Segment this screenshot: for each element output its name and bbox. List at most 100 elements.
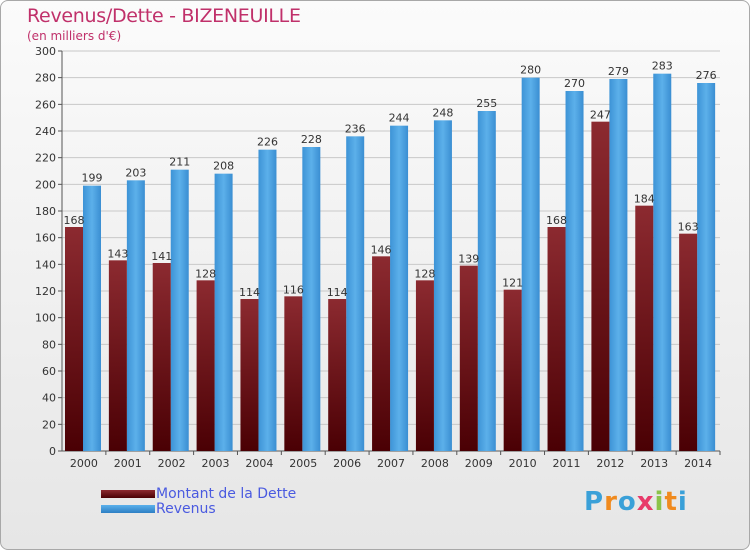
logo-letter: i bbox=[677, 487, 688, 517]
chart-title: Revenus/Dette - BIZENEUILLE bbox=[27, 5, 301, 27]
x-tick-label: 2012 bbox=[596, 457, 624, 470]
data-label-revenue: 226 bbox=[257, 136, 278, 149]
data-label-revenue: 279 bbox=[608, 65, 629, 78]
bar-debt bbox=[196, 280, 215, 451]
data-label-revenue: 244 bbox=[389, 112, 410, 125]
x-tick-label: 2013 bbox=[640, 457, 668, 470]
logo-letter: x bbox=[636, 487, 655, 517]
bar-debt bbox=[503, 289, 522, 451]
data-label-debt: 114 bbox=[327, 286, 348, 299]
data-label-debt: 114 bbox=[239, 286, 260, 299]
logo-letter: i bbox=[654, 487, 665, 517]
bar-revenue bbox=[477, 111, 496, 451]
legend-swatch-debt bbox=[101, 490, 155, 498]
x-tick-label: 2005 bbox=[289, 457, 317, 470]
x-tick-label: 2010 bbox=[509, 457, 537, 470]
bar-debt bbox=[284, 296, 303, 451]
x-tick-label: 2011 bbox=[552, 457, 580, 470]
legend-swatch-revenue bbox=[101, 505, 155, 513]
y-tick-label: 140 bbox=[35, 258, 56, 271]
bar-revenue bbox=[302, 147, 321, 451]
data-label-debt: 141 bbox=[151, 250, 172, 263]
bar-revenue bbox=[565, 91, 584, 451]
data-label-debt: 184 bbox=[634, 193, 655, 206]
data-label-revenue: 276 bbox=[696, 69, 717, 82]
y-tick-label: 180 bbox=[35, 205, 56, 218]
data-label-debt: 143 bbox=[107, 247, 128, 260]
bar-debt bbox=[152, 263, 171, 451]
logo-letter: t bbox=[664, 487, 678, 517]
data-label-revenue: 280 bbox=[520, 64, 541, 77]
data-label-debt: 139 bbox=[458, 253, 479, 266]
data-label-revenue: 203 bbox=[125, 166, 146, 179]
bar-debt bbox=[635, 205, 654, 451]
bar-revenue bbox=[390, 125, 409, 452]
bar-revenue bbox=[258, 149, 277, 451]
bar-revenue bbox=[521, 77, 540, 452]
data-label-debt: 146 bbox=[371, 243, 392, 256]
data-label-debt: 168 bbox=[546, 214, 567, 227]
bar-debt bbox=[591, 121, 610, 452]
y-tick-label: 260 bbox=[35, 98, 56, 111]
x-tick-label: 2004 bbox=[245, 457, 273, 470]
data-label-debt: 116 bbox=[283, 283, 304, 296]
logo-letter: r bbox=[604, 487, 618, 517]
data-label-revenue: 283 bbox=[652, 60, 673, 73]
bar-debt bbox=[65, 227, 83, 451]
y-tick-label: 200 bbox=[35, 178, 56, 191]
data-label-debt: 128 bbox=[414, 267, 435, 280]
y-tick-label: 280 bbox=[35, 72, 56, 85]
bar-debt bbox=[415, 280, 434, 451]
bar-revenue bbox=[346, 136, 365, 452]
x-tick-label: 2014 bbox=[684, 457, 712, 470]
bar-debt bbox=[372, 256, 391, 451]
y-tick-label: 60 bbox=[42, 365, 56, 378]
bar-debt bbox=[459, 265, 478, 451]
bar-revenue bbox=[433, 120, 452, 451]
y-tick-label: 80 bbox=[42, 338, 56, 351]
data-label-revenue: 211 bbox=[169, 156, 190, 169]
proxiti-logo: Proxiti bbox=[584, 487, 688, 517]
bar-debt bbox=[547, 227, 566, 451]
x-tick-label: 2001 bbox=[114, 457, 142, 470]
logo-letter: o bbox=[617, 487, 637, 517]
x-tick-label: 2006 bbox=[333, 457, 361, 470]
bar-revenue bbox=[83, 185, 101, 451]
bar-debt bbox=[240, 299, 259, 451]
data-label-debt: 121 bbox=[502, 277, 523, 290]
data-label-debt: 168 bbox=[64, 214, 85, 227]
y-tick-label: 0 bbox=[49, 445, 56, 458]
legend-label-debt: Montant de la Dette bbox=[156, 486, 297, 502]
x-tick-label: 2007 bbox=[377, 457, 405, 470]
data-label-revenue: 228 bbox=[301, 133, 322, 146]
legend-label-revenue: Revenus bbox=[156, 501, 216, 517]
bar-revenue bbox=[653, 73, 672, 452]
x-tick-label: 2008 bbox=[421, 457, 449, 470]
x-tick-label: 2000 bbox=[70, 457, 98, 470]
bar-debt bbox=[679, 233, 698, 451]
bar-revenue bbox=[214, 173, 233, 451]
x-tick-label: 2003 bbox=[202, 457, 230, 470]
data-label-revenue: 248 bbox=[432, 106, 453, 119]
y-tick-label: 240 bbox=[35, 125, 56, 138]
x-tick-label: 2009 bbox=[465, 457, 493, 470]
bar-revenue bbox=[609, 79, 628, 451]
y-tick-label: 220 bbox=[35, 152, 56, 165]
bar-revenue bbox=[126, 180, 145, 452]
data-label-revenue: 236 bbox=[345, 122, 366, 135]
bar-revenue bbox=[170, 169, 189, 451]
bar-revenue bbox=[697, 83, 716, 451]
data-label-revenue: 270 bbox=[564, 77, 585, 90]
y-tick-label: 160 bbox=[35, 232, 56, 245]
data-label-revenue: 208 bbox=[213, 160, 234, 173]
data-label-debt: 163 bbox=[678, 221, 699, 234]
y-tick-label: 40 bbox=[42, 392, 56, 405]
y-tick-label: 300 bbox=[35, 45, 56, 58]
logo-letter: P bbox=[584, 487, 605, 517]
bar-debt bbox=[328, 299, 347, 451]
data-label-revenue: 199 bbox=[82, 172, 103, 185]
chart-subtitle: (en milliers d'€) bbox=[27, 29, 122, 43]
x-tick-label: 2002 bbox=[158, 457, 186, 470]
